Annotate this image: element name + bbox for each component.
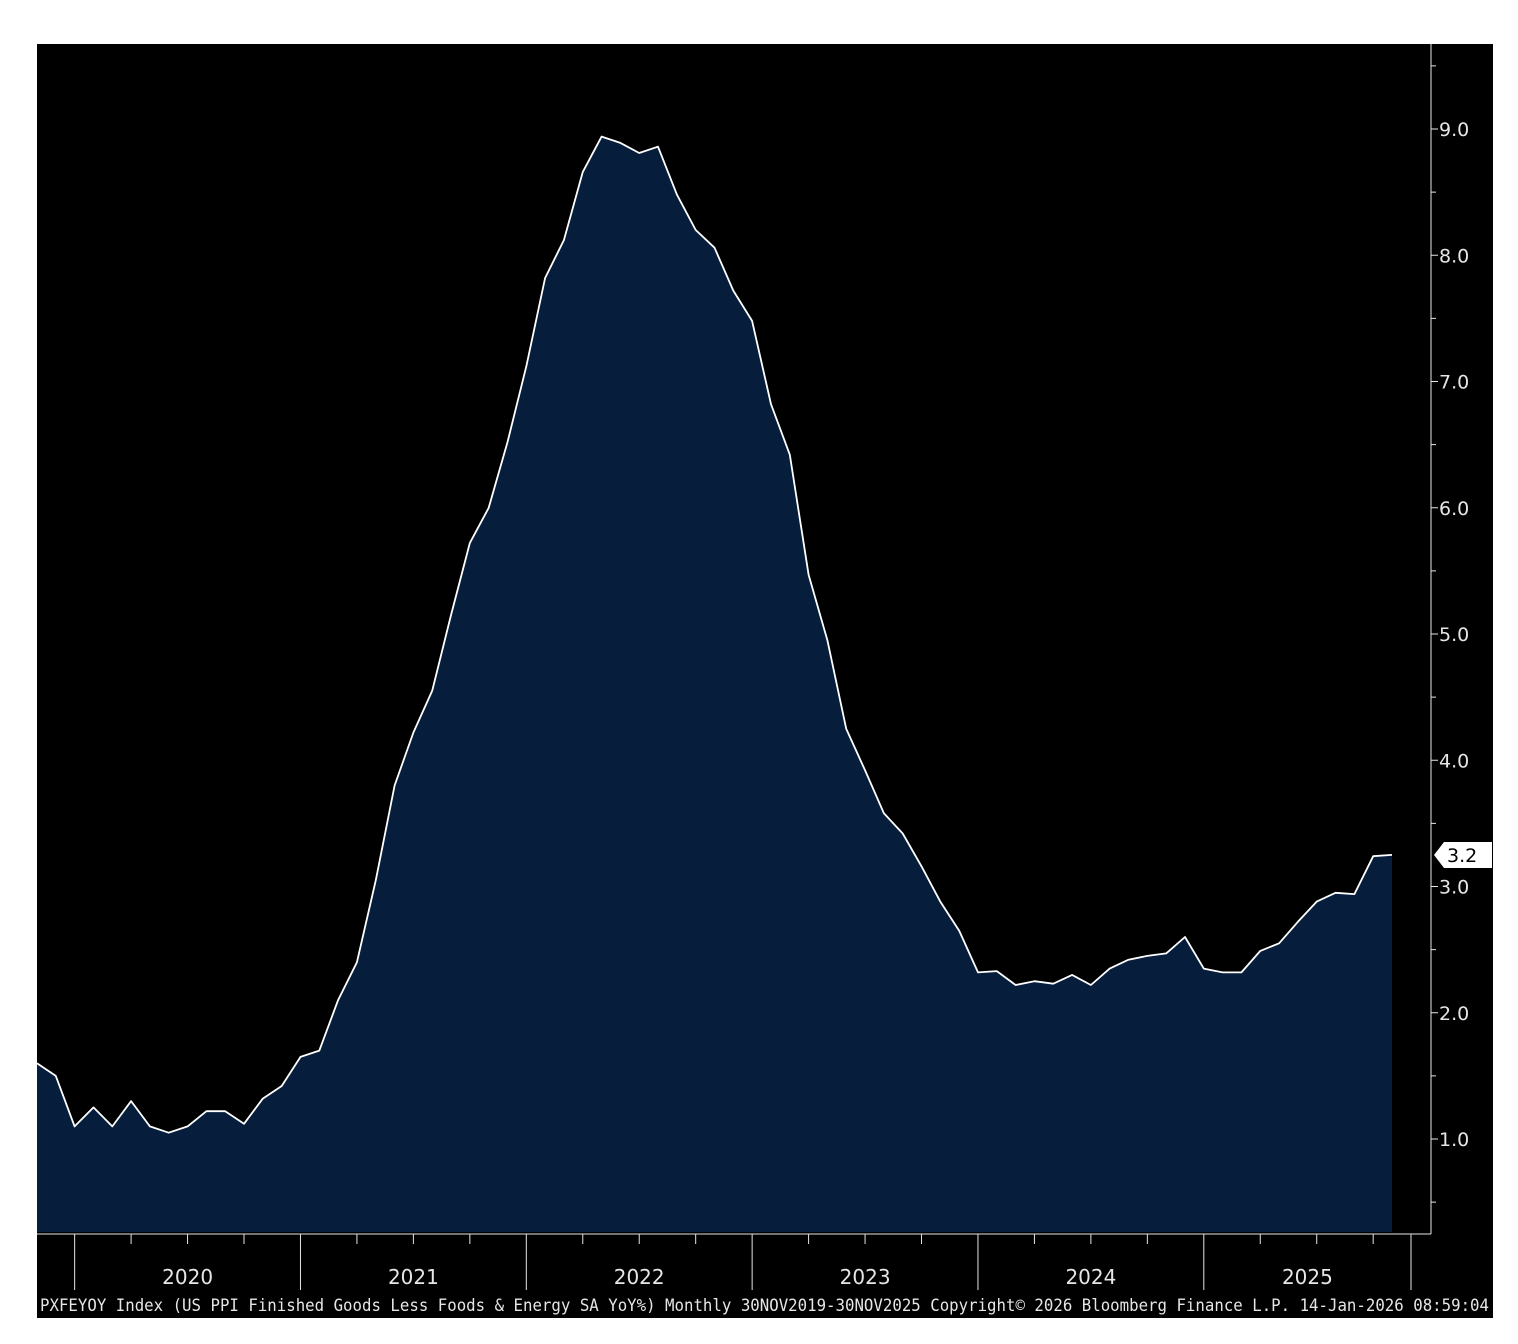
y-tick-label: 6.0 (1439, 498, 1469, 520)
last-value-label: 3.2 (1447, 845, 1477, 867)
plot-area (36, 135, 1393, 1233)
y-tick-label: 9.0 (1439, 119, 1469, 141)
last-value-badge (1434, 841, 1492, 868)
y-tick-label: 8.0 (1439, 245, 1469, 267)
x-axis: 2020 2021 2022 2023 2024 2025 (37, 1233, 1431, 1290)
series-area (37, 136, 1392, 1233)
x-tick-label: 2021 (388, 1265, 439, 1289)
y-tick-label: 1.0 (1439, 1129, 1469, 1151)
last-value-marker: 3.2 (1434, 841, 1492, 868)
x-tick-label: 2023 (840, 1265, 891, 1289)
footer-source-text: PXFEYOY Index (US PPI Finished Goods Les… (40, 1296, 1489, 1315)
y-tick-label: 4.0 (1439, 750, 1469, 772)
y-tick-label: 7.0 (1439, 372, 1469, 394)
y-tick-label: 3.0 (1439, 877, 1469, 899)
x-tick-label: 2020 (162, 1265, 213, 1289)
y-tick-label: 2.0 (1439, 1003, 1469, 1025)
series-line (36, 135, 1393, 1134)
y-axis: 1.0 2.0 3.0 4.0 5.0 6.0 7.0 8.0 9.0 (1430, 44, 1469, 1234)
y-tick-label: 5.0 (1439, 624, 1469, 646)
x-tick-label: 2025 (1282, 1265, 1333, 1289)
x-tick-label: 2022 (614, 1265, 665, 1289)
x-tick-label: 2024 (1065, 1265, 1116, 1289)
